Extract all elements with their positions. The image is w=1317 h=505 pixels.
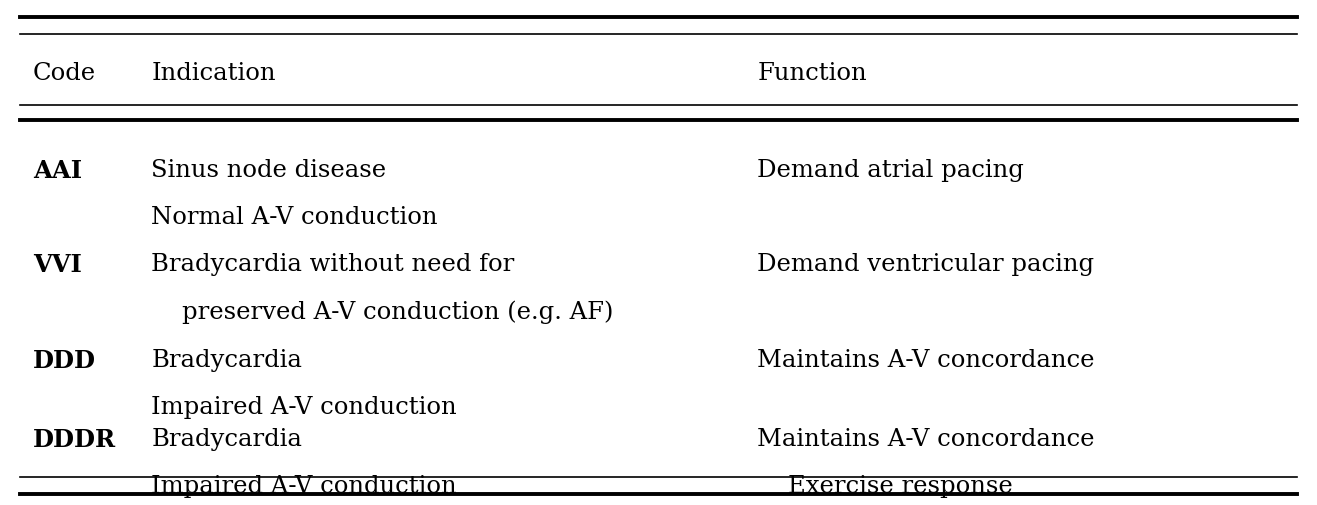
Text: Maintains A-V concordance: Maintains A-V concordance — [757, 348, 1094, 371]
Text: Indication: Indication — [151, 62, 277, 85]
Text: Bradycardia without need for: Bradycardia without need for — [151, 252, 515, 275]
Text: Bradycardia: Bradycardia — [151, 348, 303, 371]
Text: Maintains A-V concordance: Maintains A-V concordance — [757, 427, 1094, 449]
Text: VVI: VVI — [33, 252, 82, 276]
Text: Demand ventricular pacing: Demand ventricular pacing — [757, 252, 1094, 275]
Text: DDDR: DDDR — [33, 427, 116, 450]
Text: Exercise response: Exercise response — [757, 474, 1013, 496]
Text: Sinus node disease: Sinus node disease — [151, 159, 387, 182]
Text: DDD: DDD — [33, 348, 96, 372]
Text: Function: Function — [757, 62, 867, 85]
Text: preserved A-V conduction (e.g. AF): preserved A-V conduction (e.g. AF) — [151, 299, 614, 323]
Text: Bradycardia: Bradycardia — [151, 427, 303, 449]
Text: Demand atrial pacing: Demand atrial pacing — [757, 159, 1025, 182]
Text: Normal A-V conduction: Normal A-V conduction — [151, 206, 439, 229]
Text: Code: Code — [33, 62, 96, 85]
Text: Impaired A-V conduction: Impaired A-V conduction — [151, 395, 457, 418]
Text: AAI: AAI — [33, 159, 82, 183]
Text: Impaired A-V conduction: Impaired A-V conduction — [151, 474, 457, 496]
